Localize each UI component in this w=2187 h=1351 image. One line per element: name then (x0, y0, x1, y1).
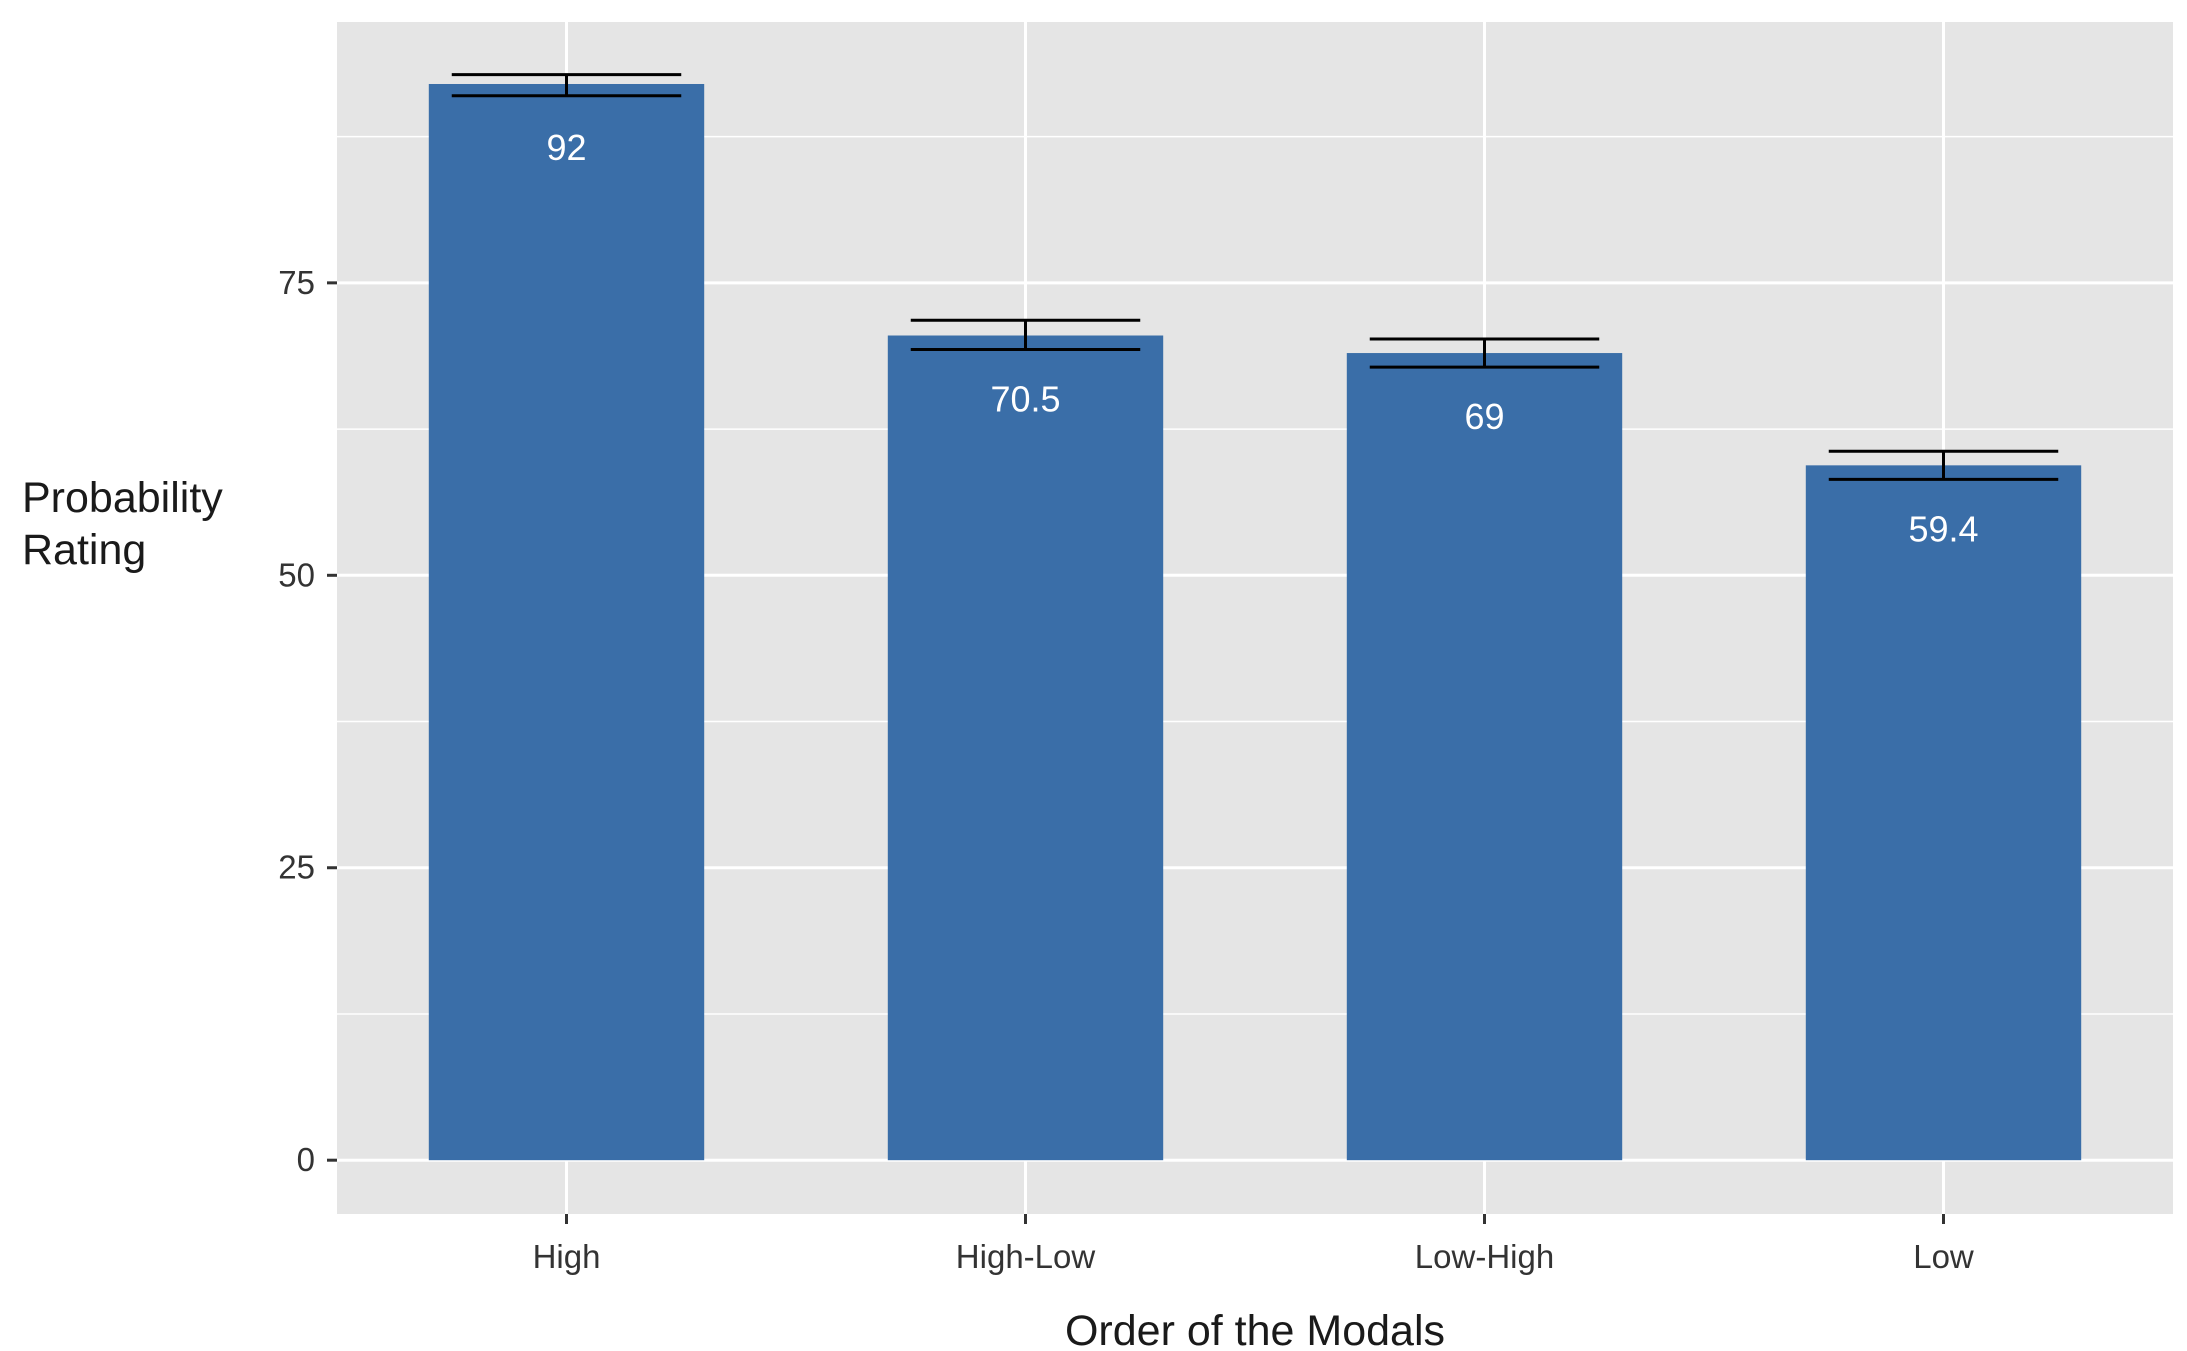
y-tick-label: 75 (278, 264, 315, 301)
x-axis: High High-Low Low-High Low (533, 1214, 1974, 1275)
bar-value-label: 59.4 (1908, 508, 1978, 549)
x-tick-label: High (533, 1238, 601, 1275)
y-axis-title-line-2: Rating (22, 526, 146, 574)
x-axis-title: Order of the Modals (1065, 1307, 1445, 1351)
x-tick-label: High-Low (956, 1238, 1096, 1275)
y-axis-title: Probability Rating (22, 474, 235, 574)
error-bars (451, 73, 2059, 481)
bar-value-label: 69 (1464, 396, 1504, 437)
bars (428, 83, 2082, 1161)
bar (428, 83, 705, 1161)
bar (1346, 353, 1623, 1161)
y-axis: 0 25 50 75 (278, 264, 337, 1178)
bar-value-label: 70.5 (990, 378, 1060, 419)
x-tick-label: Low (1913, 1238, 1974, 1275)
bar-value-label: 92 (546, 127, 586, 168)
x-tick-label: Low-High (1415, 1238, 1554, 1275)
bar (1805, 465, 2082, 1161)
y-tick-label: 25 (278, 849, 315, 886)
y-axis-title-line-1: Probability (22, 474, 223, 522)
y-tick-label: 0 (297, 1141, 315, 1178)
bar-value-labels: 92 70.5 69 59.4 (546, 127, 1978, 549)
bar (887, 335, 1164, 1161)
y-tick-label: 50 (278, 556, 315, 593)
